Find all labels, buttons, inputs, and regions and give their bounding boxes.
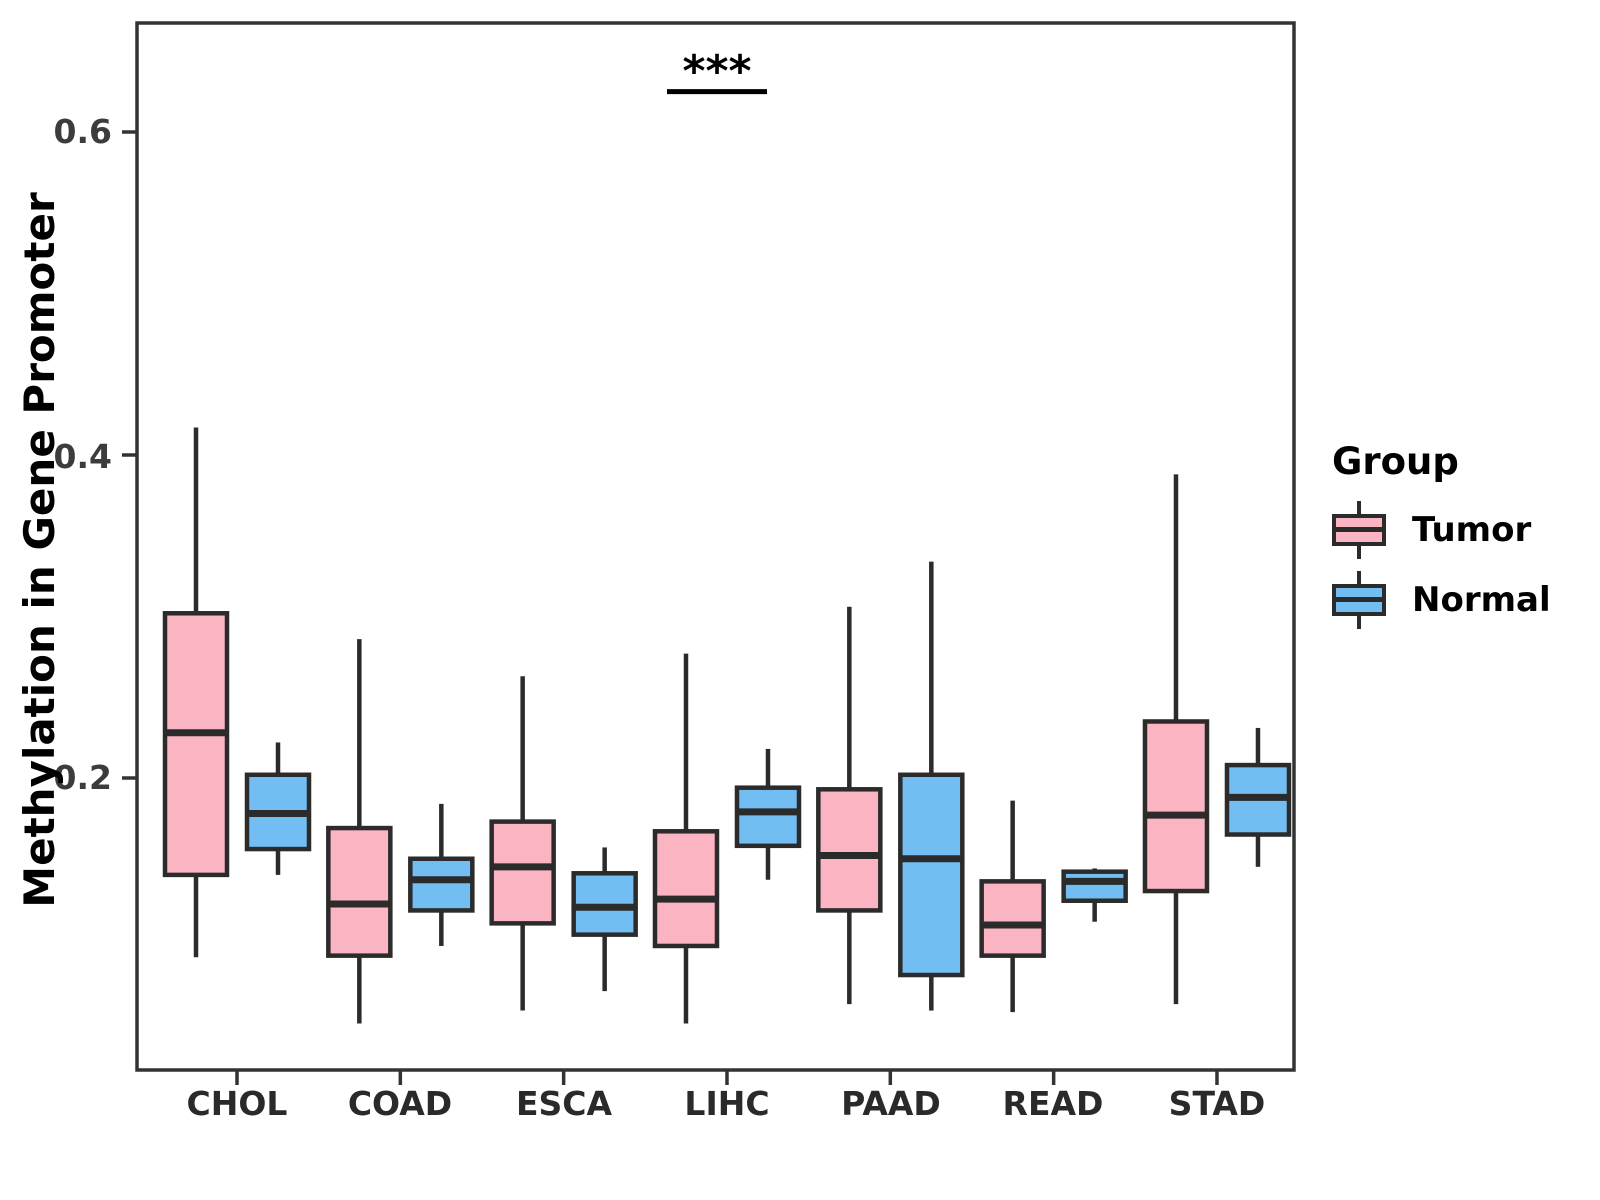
box-READ-normal [1061, 869, 1128, 903]
legend-item-tumor: Tumor [1332, 501, 1551, 559]
box-CHOL-tumor [162, 611, 230, 878]
panel-border [135, 21, 1296, 1072]
box-STAD-tumor [1142, 719, 1210, 894]
significance-stars: *** [682, 46, 752, 97]
x-tick-label-stad: STAD [1168, 1084, 1266, 1123]
box-PAAD-tumor [816, 787, 883, 913]
x-tick-label-esca: ESCA [515, 1084, 613, 1123]
box-LIHC-tumor [652, 829, 720, 949]
x-tick-label-coad: COAD [347, 1084, 453, 1123]
box-LIHC-normal [734, 785, 802, 849]
y-axis-title: Methylation in Gene Promoter [15, 192, 64, 908]
y-tick-label-0.6: 0.6 [53, 112, 112, 151]
legend-key-median [1332, 527, 1386, 532]
box-ESCA-tumor [489, 819, 556, 926]
legend-key-median [1332, 597, 1386, 602]
x-tick-label-chol: CHOL [186, 1084, 288, 1123]
x-tick-label-lihc: LIHC [684, 1084, 770, 1123]
x-tick-label-read: READ [1002, 1084, 1104, 1123]
y-tick-label-0.4: 0.4 [53, 437, 112, 476]
legend-label-normal: Normal [1412, 580, 1551, 620]
legend: Group Tumor Normal [1332, 440, 1551, 641]
boxplot-key-icon [1332, 571, 1386, 629]
legend-title: Group [1332, 440, 1459, 483]
boxplot-key-icon [1332, 501, 1386, 559]
box-COAD-normal [408, 856, 475, 913]
box-READ-tumor [979, 879, 1046, 958]
x-tick-label-paad: PAAD [841, 1084, 941, 1123]
legend-item-normal: Normal [1332, 571, 1551, 629]
box-PAAD-normal [898, 772, 965, 978]
y-tick-label-0.2: 0.2 [53, 758, 112, 797]
box-COAD-tumor [326, 825, 393, 958]
legend-label-tumor: Tumor [1412, 510, 1532, 550]
